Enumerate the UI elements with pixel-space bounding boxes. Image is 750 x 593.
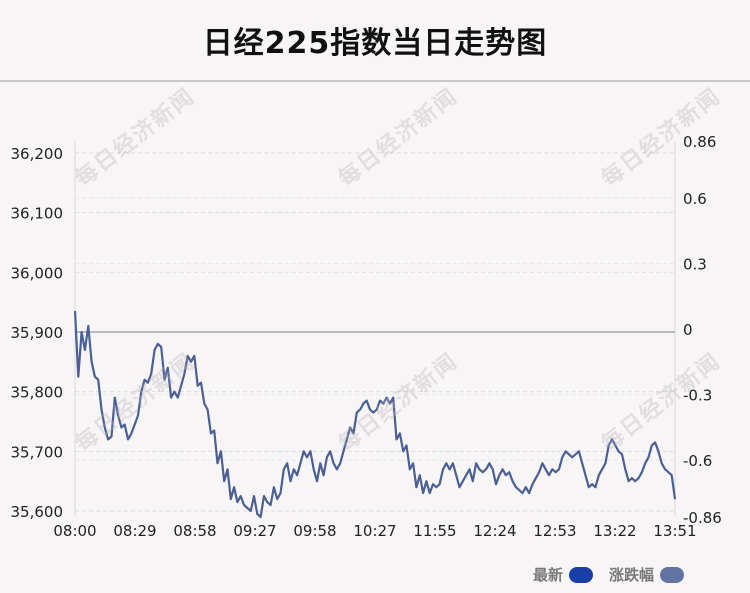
y-tick-label-right: 0.86 — [683, 133, 716, 151]
x-tick-label: 13:22 — [593, 522, 636, 540]
legend-item-latest: 最新 — [533, 564, 593, 585]
y-tick-label-left: 36,200 — [11, 145, 64, 163]
y-tick-label-left: 36,100 — [11, 205, 64, 223]
chart-legend: 最新 涨跌幅 — [523, 564, 684, 585]
legend-label-change: 涨跌幅 — [608, 566, 654, 584]
legend-swatch-latest — [568, 566, 593, 583]
y-tick-label-right: 0 — [683, 321, 693, 339]
y-tick-label-left: 35,900 — [11, 324, 64, 342]
y-tick-label-left: 35,700 — [11, 443, 64, 461]
series-line — [73, 311, 677, 519]
x-tick-label: 13:51 — [653, 522, 696, 540]
x-tick-label: 10:27 — [353, 522, 396, 540]
y-tick-label-right: 0.3 — [683, 255, 707, 273]
title-divider — [0, 80, 750, 82]
x-tick-label: 08:29 — [113, 522, 156, 540]
y-tick-label-left: 35,600 — [11, 503, 64, 521]
y-tick-label-right: -0.6 — [683, 452, 712, 470]
y-tick-label-left: 35,800 — [11, 384, 64, 402]
y-tick-label-right: 0.6 — [683, 190, 707, 208]
x-tick-label: 08:00 — [53, 522, 96, 540]
legend-item-change: 涨跌幅 — [609, 564, 684, 585]
legend-swatch-change — [660, 566, 684, 583]
x-tick-label: 12:53 — [533, 522, 576, 540]
y-tick-label-left: 36,000 — [11, 264, 64, 282]
legend-label-latest: 最新 — [532, 566, 563, 584]
y-tick-label-right: -0.86 — [683, 509, 722, 527]
x-tick-label: 08:58 — [173, 522, 216, 540]
x-tick-label: 09:27 — [233, 522, 276, 540]
y-tick-label-right: -0.3 — [683, 387, 712, 405]
x-tick-label: 09:58 — [293, 522, 336, 540]
chart-title: 日经225指数当日走势图 — [202, 26, 548, 61]
x-tick-label: 12:24 — [473, 522, 516, 540]
x-tick-label: 11:55 — [413, 522, 456, 540]
